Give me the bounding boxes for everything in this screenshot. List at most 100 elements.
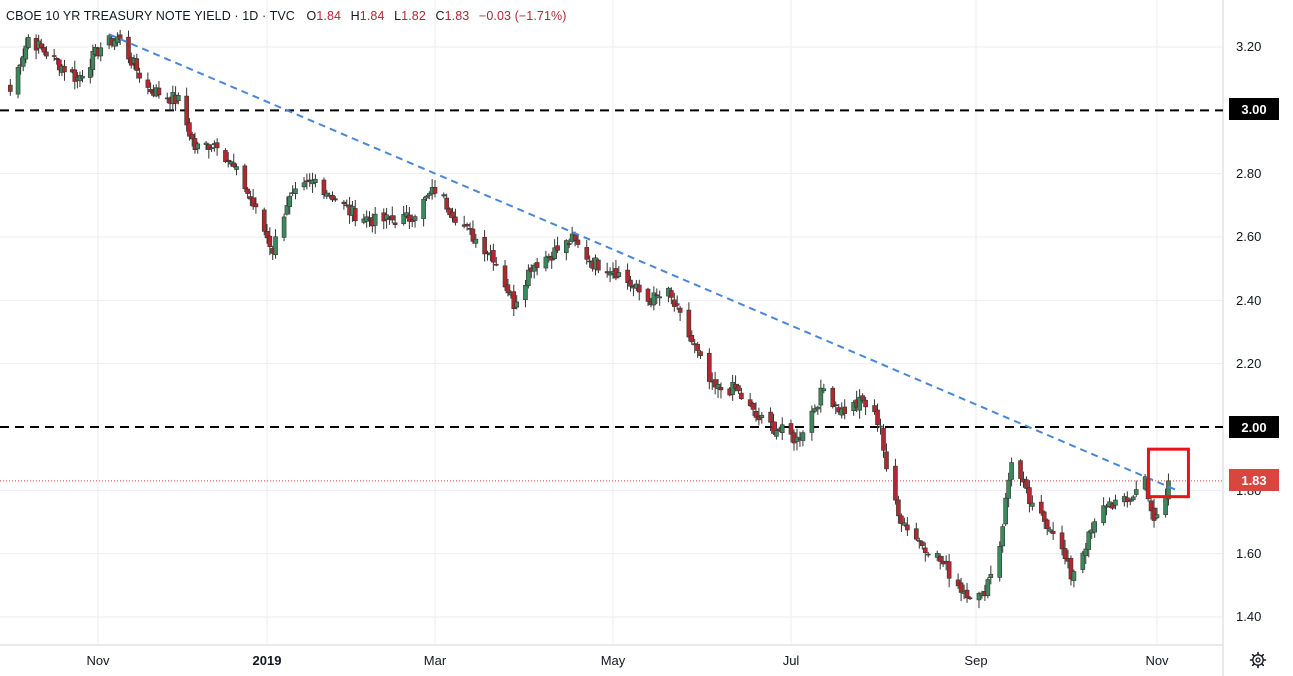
highlight-layer <box>1146 447 1190 499</box>
candle <box>223 148 228 164</box>
candle <box>80 69 85 83</box>
y-tick-label: 1.60 <box>1236 546 1262 561</box>
candle <box>313 174 318 188</box>
candle <box>461 215 467 229</box>
candle <box>473 233 479 248</box>
gear-icon[interactable] <box>1249 651 1267 669</box>
candle <box>421 196 426 227</box>
low-value: 1.82 <box>401 9 426 23</box>
candle <box>404 205 409 219</box>
trendline-layer[interactable] <box>108 33 1178 492</box>
x-tick-label: 2019 <box>252 653 282 668</box>
candle <box>566 238 572 248</box>
candle <box>1062 539 1068 565</box>
candle <box>87 58 93 84</box>
candle <box>645 287 651 307</box>
candle <box>464 222 470 231</box>
candle <box>372 206 378 234</box>
highlight-box <box>1146 447 1190 499</box>
candle <box>23 37 29 64</box>
candle <box>946 553 952 588</box>
candle <box>985 577 991 599</box>
candle <box>922 542 928 562</box>
candle <box>1018 459 1023 486</box>
candle <box>450 207 455 223</box>
candle <box>231 153 237 168</box>
candle <box>534 257 540 276</box>
candle <box>934 550 940 562</box>
candle <box>267 227 273 256</box>
candle <box>695 341 700 358</box>
candle <box>1027 480 1032 513</box>
candle <box>715 379 721 398</box>
candle <box>812 404 818 414</box>
candle <box>432 179 438 198</box>
candle <box>552 239 557 261</box>
candle <box>1071 569 1077 588</box>
candle <box>613 259 619 281</box>
candle <box>1113 494 1118 510</box>
level-tag-3: 3.00 <box>1229 98 1279 120</box>
candle <box>491 243 496 271</box>
candle <box>616 265 622 279</box>
candle <box>830 386 836 409</box>
candle <box>1101 497 1106 526</box>
x-tick-label: Nov <box>1145 653 1169 668</box>
candle <box>444 193 449 213</box>
level-tag-2: 2.00 <box>1229 416 1279 438</box>
candle <box>818 379 824 413</box>
candle <box>747 392 753 408</box>
candle <box>800 430 806 447</box>
y-tick-label: 2.60 <box>1236 229 1262 244</box>
candle <box>1086 530 1092 558</box>
x-tick-label: May <box>600 653 626 668</box>
candle <box>674 295 680 310</box>
candle <box>253 197 259 214</box>
symbol-legend[interactable]: CBOE 10 YR TREASURY NOTE YIELD · 1D · TV… <box>6 9 573 23</box>
x-tick-label: Jul <box>782 653 800 668</box>
horizontal-levels[interactable] <box>0 109 1223 482</box>
candle <box>604 262 610 278</box>
candle <box>1068 555 1074 586</box>
candle <box>893 458 898 505</box>
candle <box>62 59 67 81</box>
candle <box>863 396 868 416</box>
candle <box>38 38 44 50</box>
candle <box>967 595 973 601</box>
x-tick-label: Mar <box>423 653 447 668</box>
candle <box>625 263 630 290</box>
symbol-title: CBOE 10 YR TREASURY NOTE YIELD · 1D · TV… <box>6 9 295 23</box>
candle <box>1030 495 1035 511</box>
candle <box>988 565 994 585</box>
close-label: C <box>435 9 445 23</box>
candle <box>407 207 412 230</box>
candle <box>8 79 13 96</box>
candle <box>389 206 395 224</box>
open-value: 1.84 <box>316 9 342 23</box>
candle <box>1083 542 1089 564</box>
candle <box>1080 550 1086 574</box>
candle <box>779 417 785 440</box>
candle <box>26 34 31 50</box>
candle <box>875 403 880 432</box>
y-tick-label: 2.40 <box>1236 293 1262 308</box>
open-label: O <box>306 9 317 23</box>
candle <box>651 286 657 311</box>
candle <box>842 399 848 420</box>
candle <box>72 60 78 90</box>
low-label: L <box>394 9 402 23</box>
candle <box>293 182 298 200</box>
candle <box>44 46 49 60</box>
candle <box>273 229 278 259</box>
candle <box>1125 491 1130 508</box>
candle <box>821 383 827 394</box>
candle <box>15 65 21 99</box>
candle <box>209 144 214 152</box>
candle <box>669 287 674 305</box>
candle <box>470 220 476 244</box>
candle <box>860 393 865 404</box>
candle <box>997 541 1003 582</box>
candle <box>884 443 889 472</box>
candle <box>1047 526 1053 534</box>
